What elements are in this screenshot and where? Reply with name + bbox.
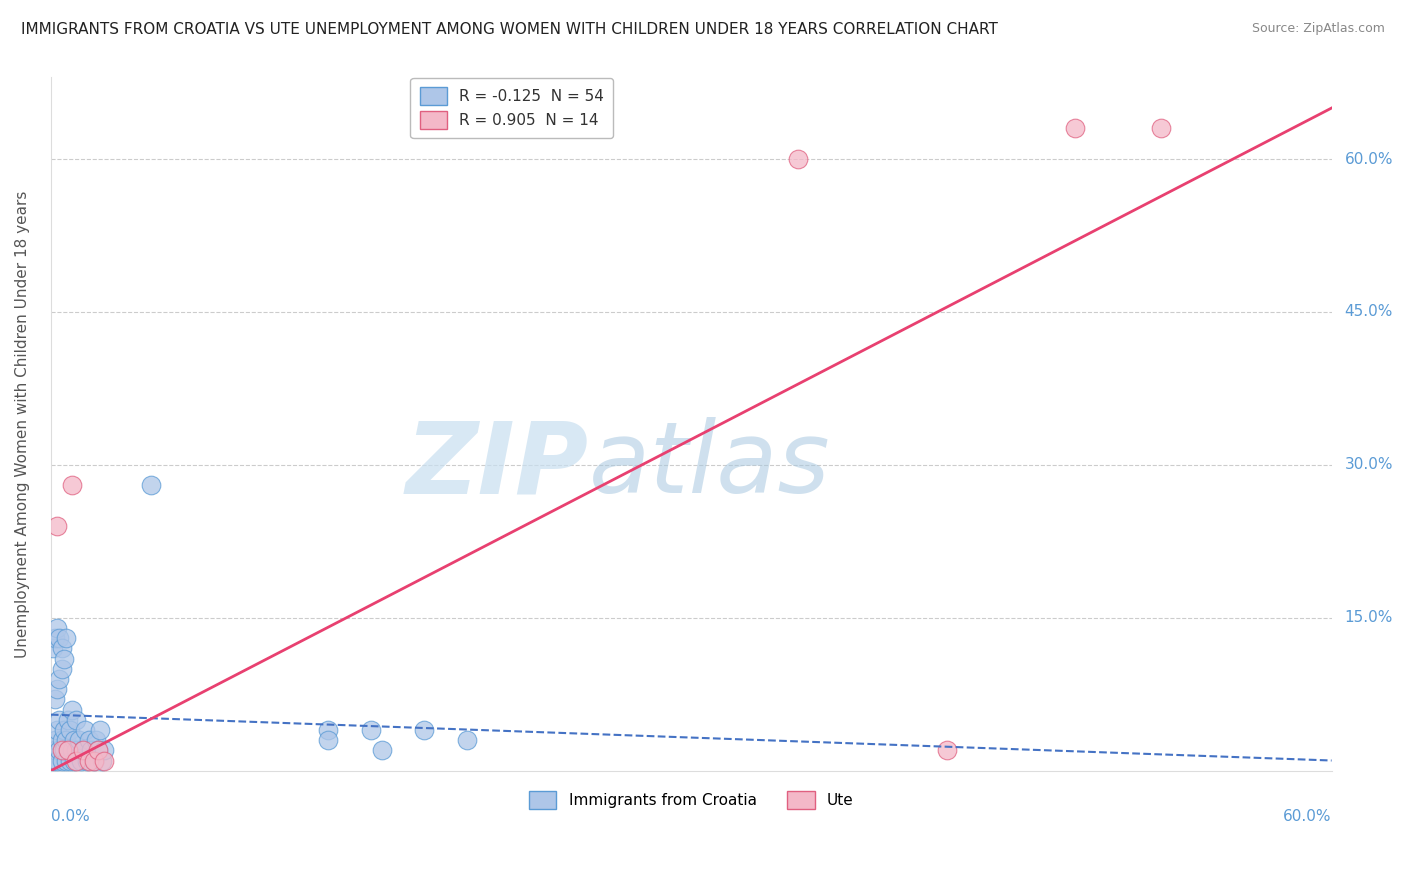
Point (91, 754, 114, 768)
Point (48, 672, 70, 686)
Point (44, 631, 66, 645)
Point (1150, 121, 1173, 136)
Point (52, 743, 75, 757)
Point (60, 702, 83, 716)
Point (55, 733, 77, 747)
Point (65, 754, 87, 768)
Point (56, 713, 79, 727)
Point (46, 754, 69, 768)
Text: 0.0%: 0.0% (51, 809, 90, 824)
Text: atlas: atlas (589, 417, 831, 514)
Point (42, 754, 65, 768)
Point (413, 723, 436, 737)
Point (51, 733, 73, 747)
Point (141, 478, 163, 492)
Point (60, 743, 83, 757)
Text: 60.0%: 60.0% (1344, 152, 1393, 167)
Text: 45.0%: 45.0% (1344, 304, 1393, 319)
Point (51, 743, 73, 757)
Point (370, 743, 392, 757)
Point (48, 713, 70, 727)
Point (360, 723, 382, 737)
Point (42, 641, 65, 656)
Point (63, 733, 86, 747)
Point (55, 631, 77, 645)
Point (318, 723, 340, 737)
Point (1064, 121, 1087, 136)
Point (44, 692, 66, 706)
Point (456, 733, 478, 747)
Point (48, 631, 70, 645)
Point (46, 519, 69, 533)
Point (83, 754, 105, 768)
Point (83, 754, 105, 768)
Point (77, 733, 100, 747)
Point (65, 713, 87, 727)
Point (72, 743, 94, 757)
Point (87, 743, 110, 757)
Point (73, 723, 96, 737)
Point (44, 743, 66, 757)
Point (52, 651, 75, 665)
Y-axis label: Unemployment Among Women with Children Under 18 years: Unemployment Among Women with Children U… (15, 190, 30, 657)
Point (65, 743, 87, 757)
Point (48, 743, 70, 757)
Text: 30.0%: 30.0% (1344, 458, 1393, 473)
Point (55, 754, 77, 768)
Point (44, 733, 66, 747)
Text: IMMIGRANTS FROM CROATIA VS UTE UNEMPLOYMENT AMONG WOMEN WITH CHILDREN UNDER 18 Y: IMMIGRANTS FROM CROATIA VS UTE UNEMPLOYM… (21, 22, 998, 37)
Point (93, 743, 115, 757)
Point (77, 754, 100, 768)
Point (56, 743, 79, 757)
Point (93, 754, 115, 768)
Point (46, 621, 69, 635)
Point (60, 478, 83, 492)
Point (67, 733, 90, 747)
Point (936, 743, 959, 757)
Point (46, 682, 69, 697)
Point (63, 754, 86, 768)
Point (51, 662, 73, 676)
Text: Source: ZipAtlas.com: Source: ZipAtlas.com (1251, 22, 1385, 36)
Text: 60.0%: 60.0% (1284, 809, 1331, 824)
Point (46, 723, 69, 737)
Point (72, 743, 94, 757)
Point (56, 743, 79, 757)
Point (89, 723, 111, 737)
Point (84, 733, 107, 747)
Point (80, 743, 103, 757)
Point (318, 733, 340, 747)
Text: 15.0%: 15.0% (1344, 610, 1393, 625)
Point (51, 641, 73, 656)
Legend: Immigrants from Croatia, Ute: Immigrants from Croatia, Ute (523, 785, 859, 815)
Point (76, 754, 98, 768)
Text: ZIP: ZIP (406, 417, 589, 514)
Point (52, 723, 75, 737)
Point (87, 743, 110, 757)
Point (51, 754, 73, 768)
Point (787, 152, 810, 166)
Point (59, 754, 82, 768)
Point (69, 754, 91, 768)
Point (59, 723, 82, 737)
